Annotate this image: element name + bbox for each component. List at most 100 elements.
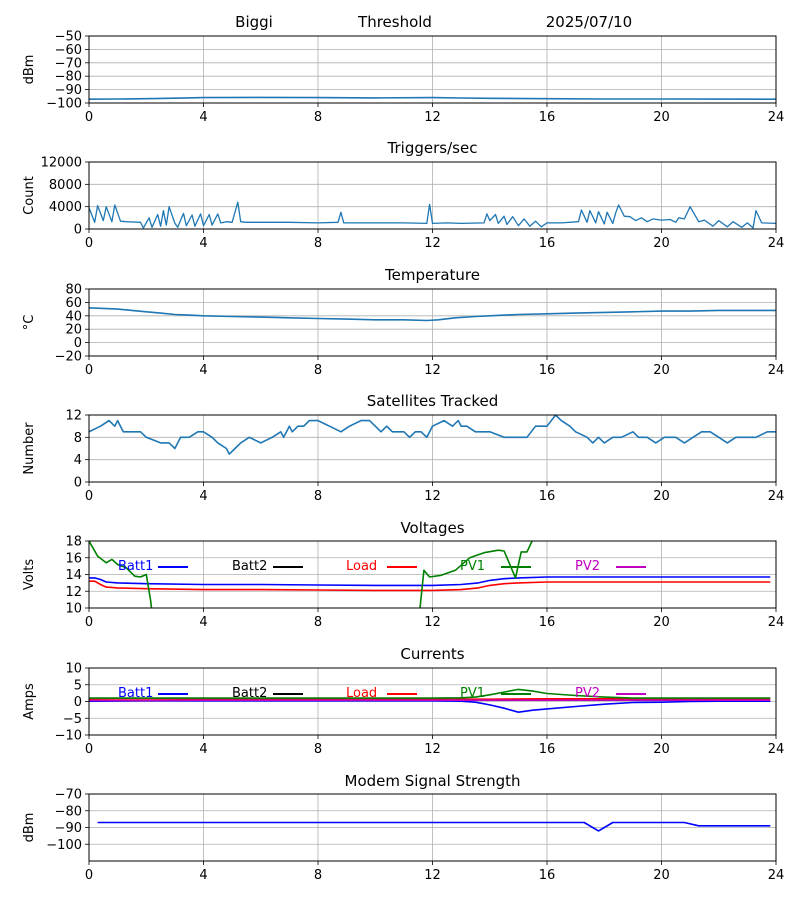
dashboard-header: Biggi Threshold 2025/07/10 (235, 13, 632, 31)
x-tick-label: 0 (85, 236, 93, 251)
x-tick-label: 8 (314, 110, 322, 125)
y-axis-label: Amps (22, 683, 37, 720)
series-line-modem-0 (97, 821, 771, 832)
series-line-temperature-0 (89, 307, 776, 322)
x-tick-label: 20 (653, 615, 670, 630)
x-tick-label: 4 (199, 615, 207, 630)
y-tick-label: 0 (74, 476, 82, 491)
series-group-satellites (89, 415, 776, 455)
x-tick-label: 4 (199, 489, 207, 504)
series-line-threshold-0 (89, 96, 776, 100)
x-tick-label: 20 (653, 868, 670, 883)
y-tick-label: 40 (65, 309, 82, 324)
series-line-currents-batt1 (89, 699, 771, 714)
y-tick-label: −90 (55, 83, 82, 98)
y-tick-label: 12000 (41, 156, 82, 171)
series-group-temperature (89, 307, 776, 322)
series-line-voltages-load (89, 580, 771, 592)
legend-currents: Batt1 Batt2 Load PV1 PV2 (118, 686, 646, 701)
y-tick-label: 12 (65, 409, 82, 424)
x-tick-label: 4 (199, 236, 207, 251)
y-axis-label: Count (22, 176, 37, 215)
y-tick-label: −70 (55, 56, 82, 71)
x-tick-label: 8 (314, 742, 322, 757)
y-axis-label: Volts (22, 559, 37, 591)
x-tick-label: 16 (539, 110, 556, 125)
x-tick-label: 12 (424, 489, 441, 504)
y-tick-label: 0 (74, 336, 82, 351)
y-tick-label: −20 (55, 350, 82, 365)
x-tick-label: 4 (199, 363, 207, 378)
grid-threshold (88, 35, 777, 104)
x-tick-label: 8 (314, 363, 322, 378)
y-tick-label: −80 (55, 70, 82, 85)
x-tick-label: 20 (653, 110, 670, 125)
grid-modem (88, 793, 777, 861)
x-tick-label: 8 (314, 615, 322, 630)
grid-triggers (88, 161, 777, 230)
y-axis-label: °C (22, 315, 37, 331)
x-tick-label: 0 (85, 615, 93, 630)
x-tick-label: 16 (539, 615, 556, 630)
y-axis-label: dBm (22, 813, 37, 843)
grid-temperature (88, 288, 777, 357)
x-tick-label: 0 (85, 742, 93, 757)
series-line-voltages-pv1 (89, 541, 534, 608)
series-group-voltages (89, 541, 771, 608)
x-tick-label: 8 (314, 868, 322, 883)
header-threshold-label: Threshold (357, 13, 432, 31)
x-tick-label: 20 (653, 742, 670, 757)
series-group-threshold (89, 96, 776, 100)
y-tick-label: 10 (65, 662, 82, 677)
series-group-currents (89, 688, 771, 714)
x-tick-label: 16 (539, 236, 556, 251)
chart-title: Triggers/sec (387, 139, 478, 157)
panel-satellites: 0 4 8 12 16 20 24 0 4 8 12 Number Satellites Tracked (22, 392, 784, 504)
x-tick-label: 24 (768, 236, 785, 251)
x-tick-label: 4 (199, 110, 207, 125)
y-tick-label: −10 (55, 729, 82, 744)
y-axis-label: Number (22, 422, 37, 475)
series-line-satellites-0 (89, 415, 776, 455)
y-tick-label: −80 (55, 804, 82, 819)
y-tick-label: 14 (65, 568, 82, 583)
x-tick-label: 0 (85, 363, 93, 378)
station-name: Biggi (235, 13, 273, 31)
y-tick-label: −50 (55, 30, 82, 45)
y-tick-label: −60 (55, 43, 82, 58)
series-line-triggers-0 (89, 201, 776, 229)
y-tick-label: −90 (55, 821, 82, 836)
y-tick-label: 8000 (49, 178, 82, 193)
y-tick-label: −100 (46, 838, 82, 853)
x-tick-label: 8 (314, 489, 322, 504)
y-tick-label: 18 (65, 535, 82, 550)
y-tick-label: 60 (65, 296, 82, 311)
x-tick-label: 16 (539, 868, 556, 883)
x-tick-label: 0 (85, 868, 93, 883)
y-tick-label: 8 (74, 431, 82, 446)
x-tick-label: 20 (653, 489, 670, 504)
legend-label: PV1 (460, 559, 485, 574)
y-tick-label: 4 (74, 453, 82, 468)
x-tick-label: 24 (768, 742, 785, 757)
y-tick-label: 12 (65, 585, 82, 600)
x-tick-label: 20 (653, 363, 670, 378)
x-tick-label: 24 (768, 615, 785, 630)
x-tick-label: 12 (424, 868, 441, 883)
chart-title: Satellites Tracked (367, 392, 498, 410)
y-tick-label: 0 (74, 223, 82, 238)
series-group-triggers (89, 201, 776, 229)
y-axis-label: dBm (22, 55, 37, 85)
series-line-voltages-batt1 (89, 576, 771, 587)
chart-title: Modem Signal Strength (345, 772, 521, 790)
panel-triggers: 0 4 8 12 16 20 24 0 4000 8000 12000 Count Triggers/s… (22, 139, 784, 251)
x-tick-label: 8 (314, 236, 322, 251)
x-tick-label: 12 (424, 110, 441, 125)
y-tick-label: −100 (46, 97, 82, 112)
legend-label: Batt2 (232, 686, 267, 701)
legend-label: Load (346, 559, 377, 574)
